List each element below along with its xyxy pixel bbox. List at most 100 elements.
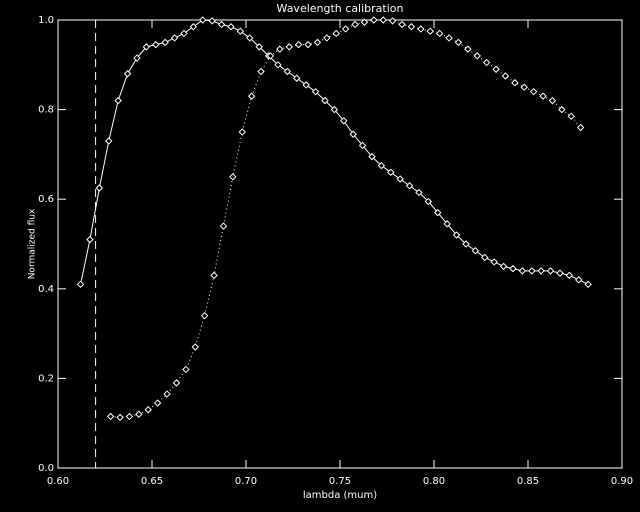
marker bbox=[341, 25, 350, 33]
marker bbox=[142, 43, 151, 51]
marker bbox=[208, 17, 216, 25]
marker bbox=[313, 38, 322, 47]
marker bbox=[255, 43, 263, 51]
marker bbox=[293, 74, 301, 82]
marker bbox=[377, 161, 386, 170]
y-axis-label: Normalized flux bbox=[28, 208, 38, 279]
marker bbox=[217, 20, 226, 29]
marker bbox=[144, 406, 152, 414]
marker bbox=[511, 79, 519, 87]
marker bbox=[539, 92, 547, 100]
marker bbox=[294, 40, 303, 49]
marker bbox=[452, 231, 461, 239]
marker bbox=[370, 16, 378, 24]
marker bbox=[283, 67, 292, 76]
marker bbox=[379, 16, 387, 24]
marker bbox=[546, 267, 555, 275]
marker bbox=[257, 67, 265, 76]
marker bbox=[490, 258, 498, 266]
marker bbox=[520, 83, 528, 91]
marker bbox=[567, 112, 575, 121]
x-tick-label: 0.60 bbox=[47, 476, 69, 487]
marker bbox=[332, 29, 340, 38]
x-tick-label: 0.80 bbox=[423, 476, 445, 487]
marker bbox=[415, 188, 423, 197]
marker bbox=[396, 175, 404, 183]
marker bbox=[247, 92, 256, 100]
marker bbox=[123, 70, 132, 78]
marker bbox=[161, 38, 169, 47]
marker bbox=[454, 38, 463, 47]
marker bbox=[219, 222, 228, 230]
marker bbox=[387, 168, 395, 177]
marker bbox=[576, 123, 585, 132]
marker bbox=[135, 410, 143, 418]
marker bbox=[426, 27, 434, 35]
marker bbox=[238, 128, 246, 136]
marker bbox=[152, 40, 160, 49]
marker bbox=[304, 40, 312, 49]
marker bbox=[434, 208, 442, 217]
y-tick-label: 0.2 bbox=[38, 373, 54, 384]
marker bbox=[133, 54, 141, 62]
marker bbox=[227, 23, 235, 31]
marker bbox=[349, 130, 357, 138]
marker bbox=[529, 87, 538, 96]
marker bbox=[481, 253, 489, 262]
marker bbox=[229, 173, 237, 181]
marker bbox=[499, 262, 508, 271]
marker bbox=[407, 23, 416, 31]
marker bbox=[417, 25, 425, 33]
plot-frame bbox=[57, 19, 623, 469]
marker bbox=[584, 280, 592, 289]
marker bbox=[435, 29, 444, 38]
marker bbox=[323, 34, 331, 42]
x-tick-label: 0.70 bbox=[235, 476, 257, 487]
marker bbox=[153, 399, 162, 407]
marker bbox=[443, 220, 451, 228]
marker bbox=[548, 96, 557, 105]
marker bbox=[358, 141, 367, 150]
x-tick-label: 0.65 bbox=[141, 476, 163, 487]
series-line bbox=[80, 19, 589, 285]
marker bbox=[330, 105, 339, 114]
chart-title: Wavelength calibration bbox=[277, 2, 404, 15]
marker bbox=[106, 412, 115, 421]
marker bbox=[105, 137, 113, 145]
marker bbox=[116, 413, 124, 422]
marker bbox=[368, 152, 376, 161]
marker bbox=[189, 23, 198, 31]
marker bbox=[509, 264, 517, 273]
marker bbox=[462, 240, 470, 248]
marker bbox=[518, 267, 527, 275]
marker bbox=[501, 72, 510, 80]
marker bbox=[340, 117, 348, 125]
x-tick-label: 0.90 bbox=[611, 476, 633, 487]
marker bbox=[266, 52, 275, 60]
series-line bbox=[110, 19, 582, 418]
marker bbox=[311, 87, 320, 96]
marker bbox=[471, 247, 480, 255]
y-tick-label: 0.0 bbox=[38, 463, 54, 474]
marker bbox=[199, 16, 207, 24]
marker bbox=[398, 20, 406, 29]
marker bbox=[482, 58, 491, 67]
marker bbox=[351, 20, 359, 29]
marker bbox=[172, 379, 181, 387]
marker bbox=[575, 276, 583, 284]
marker bbox=[388, 17, 397, 25]
marker bbox=[95, 184, 104, 192]
x-tick-label: 0.75 bbox=[329, 476, 351, 487]
marker bbox=[86, 235, 94, 244]
x-tick-label: 0.85 bbox=[517, 476, 539, 487]
marker bbox=[360, 18, 369, 26]
y-tick-label: 0.4 bbox=[38, 284, 54, 295]
y-tick-label: 1.0 bbox=[38, 15, 54, 26]
marker bbox=[182, 365, 190, 374]
marker bbox=[528, 267, 536, 275]
marker bbox=[236, 27, 245, 35]
marker bbox=[76, 280, 85, 289]
marker bbox=[556, 269, 564, 277]
